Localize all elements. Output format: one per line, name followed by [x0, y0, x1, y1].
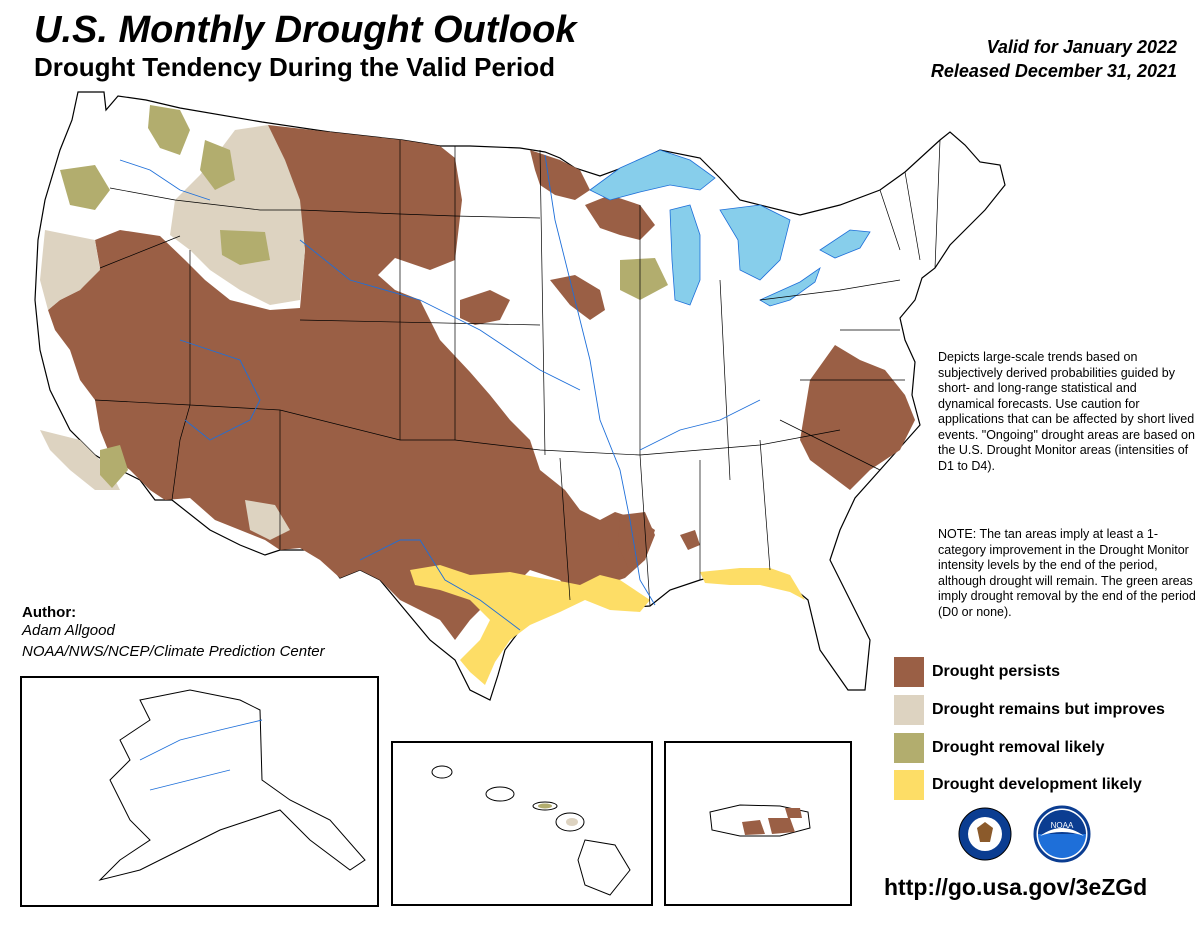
hawaii-inset	[391, 741, 653, 906]
conus-map	[34, 91, 1006, 701]
west-persist-area	[48, 125, 655, 640]
legend-item-development: Drought development likely	[894, 770, 1142, 800]
author-label: Author:	[22, 604, 77, 621]
legend-swatch	[894, 657, 924, 687]
lake-michigan	[669, 204, 701, 306]
legend-item-removal: Drought removal likely	[894, 733, 1105, 763]
northwest-improve-area	[170, 125, 305, 305]
alaska-inset	[20, 676, 379, 907]
author-name: Adam Allgood	[22, 622, 115, 639]
kauai	[431, 765, 453, 779]
alaska-land	[98, 689, 366, 881]
arizona-improve-area	[245, 500, 290, 540]
oahu	[485, 786, 515, 802]
noaa-logo-text: NOAA	[1051, 821, 1074, 830]
legend-label: Drought remains but improves	[932, 701, 1165, 718]
legend-label: Drought development likely	[932, 776, 1142, 793]
minnesota-persist-area	[530, 150, 590, 200]
iowa-persist-area	[550, 275, 605, 320]
legend-label: Drought persists	[932, 663, 1061, 680]
legend-item-improves: Drought remains but improves	[894, 695, 1165, 725]
california-improve-area	[40, 230, 100, 310]
noaa-logo-icon: NOAA	[1033, 805, 1091, 863]
description-paragraph: Depicts large-scale trends based on subj…	[938, 350, 1195, 473]
texas-development-area	[410, 565, 650, 685]
legend-label: Drought removal likely	[932, 739, 1105, 756]
louisiana-persist-area	[618, 512, 655, 568]
legend-item-persists: Drought persists	[894, 657, 1060, 687]
legend-swatch	[894, 770, 924, 800]
montana-removal-area	[220, 230, 270, 265]
legend-swatch	[894, 695, 924, 725]
nebraska-persist-area	[460, 290, 510, 325]
rivers	[119, 154, 761, 631]
drought-persists-areas	[48, 125, 915, 640]
illinois-removal-area	[620, 258, 668, 300]
lake-ontario	[819, 229, 871, 259]
drought-removal-areas	[60, 105, 668, 488]
valid-period: Valid for January 2022	[986, 37, 1177, 57]
wa-removal-area	[148, 105, 190, 155]
wisconsin-persist-area	[585, 195, 655, 240]
page-subtitle: Drought Tendency During the Valid Period	[34, 52, 556, 82]
author-org: NOAA/NWS/NCEP/Climate Prediction Center	[22, 643, 325, 660]
drought-development-areas	[410, 565, 805, 685]
release-date: Released December 31, 2021	[930, 61, 1177, 81]
big-island	[577, 839, 631, 896]
lake-superior	[589, 149, 716, 201]
alabama-persist-area	[680, 530, 700, 550]
florida-development-area	[700, 568, 805, 600]
state-borders	[94, 139, 941, 607]
carolinas-persist-area	[800, 345, 915, 490]
legend-swatch	[894, 733, 924, 763]
lake-erie	[759, 266, 821, 307]
lake-huron	[719, 204, 791, 281]
doc-seal-icon	[958, 807, 1012, 861]
oregon-removal-area	[60, 165, 110, 210]
socal-removal-area	[100, 445, 128, 488]
note-paragraph: NOTE: The tan areas imply at least a 1-c…	[938, 527, 1196, 619]
page-title: U.S. Monthly Drought Outlook	[34, 9, 577, 51]
great-lakes	[589, 149, 871, 307]
puerto-rico-inset	[664, 741, 852, 906]
source-link[interactable]: http://go.usa.gov/3eZGd	[884, 874, 1148, 900]
idaho-removal-area	[200, 140, 235, 190]
